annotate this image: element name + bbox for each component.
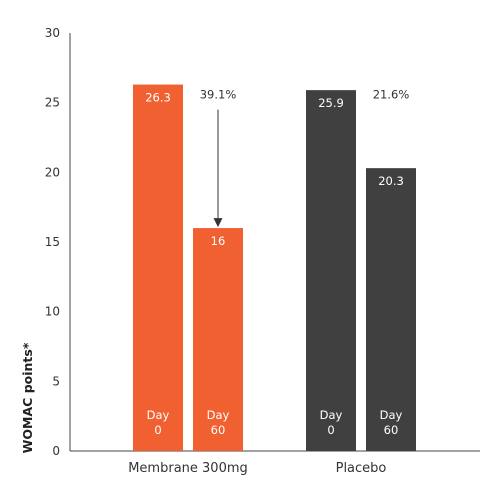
y-tick-label: 20	[45, 165, 60, 179]
group-label: Placebo	[336, 461, 387, 476]
bar	[366, 168, 416, 452]
y-tick-label: 30	[45, 26, 60, 40]
bar-day-number: 60	[211, 423, 226, 437]
bar	[193, 228, 243, 451]
y-tick-label: 25	[45, 96, 60, 110]
bar-day-number: 0	[154, 423, 161, 437]
bar-value-label: 25.9	[318, 96, 344, 110]
y-tick-label: 10	[45, 305, 60, 319]
y-tick-label: 5	[52, 374, 60, 388]
bar-value-label: 20.3	[378, 174, 404, 188]
bar-day-word: Day	[380, 408, 403, 422]
reduction-arrow-head	[213, 218, 223, 228]
bar-value-label: 26.3	[145, 91, 171, 105]
reduction-annotations: 39.1% 21.6%	[200, 88, 410, 228]
bar-day-word: Day	[207, 408, 230, 422]
bar-day-number: 60	[384, 423, 399, 437]
group-labels: Membrane 300mg Placebo	[128, 461, 386, 476]
y-tick-label: 15	[45, 235, 60, 249]
reduction-percent-label: 39.1%	[200, 88, 237, 102]
reduction-percent-label: 21.6%	[373, 88, 410, 102]
bar-day-number: 0	[327, 423, 334, 437]
y-tick-labels: 0 5 10 15 20 25 30	[45, 26, 60, 458]
bar-value-label: 16	[211, 234, 226, 248]
bar	[306, 90, 356, 452]
y-tick-label: 0	[52, 444, 60, 458]
bar-day-word: Day	[320, 408, 343, 422]
y-axis-label: WOMAC points*	[20, 342, 35, 453]
bar-day-word: Day	[147, 408, 170, 422]
chart-axes	[69, 33, 480, 452]
bar	[133, 84, 183, 451]
group-label: Membrane 300mg	[128, 461, 248, 476]
